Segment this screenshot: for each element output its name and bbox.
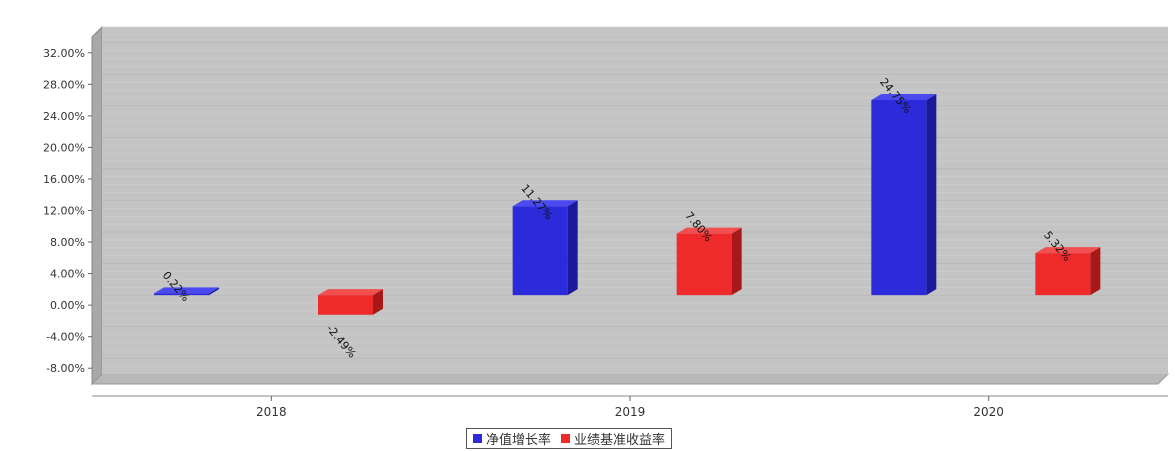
- y-tick-label: 0.00%: [50, 299, 85, 312]
- x-tick-label: 2018: [256, 405, 287, 419]
- legend-label-series-2: 业绩基准收益率: [574, 433, 666, 448]
- legend: 净值增长率 业绩基准收益率: [466, 428, 673, 449]
- legend-swatch-series-2: [561, 434, 571, 443]
- bar-top: [512, 200, 578, 207]
- legend-item-series-2: 业绩基准收益率: [561, 429, 665, 448]
- bar: [512, 206, 568, 296]
- bar: [154, 293, 209, 296]
- y-tick-label: -4.00%: [46, 331, 85, 344]
- x-tick-label: 2019: [615, 405, 646, 419]
- y-tick-label: 24.00%: [43, 110, 85, 123]
- y-tick-label: 12.00%: [43, 205, 85, 218]
- legend-swatch-series-1: [473, 434, 482, 443]
- bar-side: [373, 289, 383, 315]
- bar-side: [1090, 247, 1101, 296]
- left-wall: [91, 25, 103, 386]
- legend-item-series-1: 净值增长率: [473, 429, 551, 448]
- bar-side: [209, 287, 219, 296]
- y-tick-label: 28.00%: [43, 78, 85, 91]
- bar-top: [676, 227, 742, 234]
- y-tick-label: -8.00%: [46, 362, 85, 375]
- bar-side: [731, 227, 742, 296]
- bar-side: [567, 200, 578, 296]
- bar-side: [926, 93, 937, 296]
- floor: [90, 373, 1170, 385]
- legend-label-series-1: 净值增长率: [486, 433, 552, 448]
- bar-top: [871, 93, 937, 100]
- bar: [1035, 253, 1091, 296]
- y-tick-label: 16.00%: [43, 173, 85, 186]
- bar-top: [318, 289, 383, 296]
- y-tick-label: 32.00%: [43, 47, 85, 60]
- y-tick-label: 8.00%: [50, 236, 85, 249]
- y-tick-label: 20.00%: [43, 141, 85, 154]
- bar: [318, 295, 373, 315]
- x-tick-label: 2020: [973, 405, 1004, 419]
- bar-top: [1035, 247, 1101, 254]
- bar: [676, 233, 732, 296]
- bar-top: [154, 287, 219, 294]
- y-tick-label: 4.00%: [50, 268, 85, 281]
- bar: [871, 99, 927, 296]
